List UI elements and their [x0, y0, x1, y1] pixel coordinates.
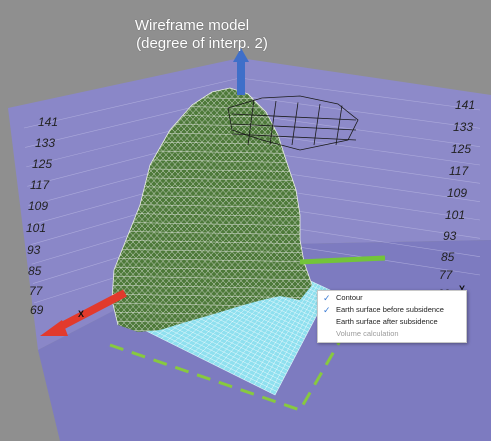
tick-label-right: 125 — [451, 142, 472, 156]
legend-item-label: Contour — [336, 293, 363, 302]
tick-label-left: 125 — [32, 157, 53, 171]
tick-label-left: 141 — [38, 115, 59, 129]
tick-label-left: 77 — [29, 284, 43, 298]
tick-label-right: 85 — [441, 250, 455, 264]
tick-label-right: 141 — [455, 98, 476, 112]
chart-subtitle: (degree of interp. 2) — [136, 35, 268, 52]
z-axis-arrow — [233, 48, 249, 62]
tick-label-right: 109 — [447, 186, 468, 200]
x-axis — [56, 289, 127, 332]
tick-label-left: 85 — [28, 264, 42, 278]
check-icon: ✓ — [323, 305, 331, 315]
tick-label-right: 117 — [449, 164, 469, 178]
terrain-outline — [111, 87, 313, 326]
tick-label-left: 69 — [30, 303, 44, 317]
legend-item: Volume calculation — [318, 328, 466, 340]
legend-item[interactable]: ✓ Earth surface before subsidence — [318, 304, 466, 316]
x-axis-label: X — [78, 309, 85, 319]
tick-label-left: 101 — [26, 221, 47, 235]
tick-label-right: 133 — [453, 120, 474, 134]
legend-item[interactable]: ✓ Contour — [318, 292, 466, 304]
x-axis-arrow — [40, 320, 68, 336]
right-wall — [240, 58, 491, 245]
tick-label-left: 117 — [30, 178, 50, 192]
tick-label-left: 93 — [27, 243, 41, 257]
legend-item-label: Earth surface before subsidence — [336, 305, 444, 314]
legend-item-label: Earth surface after subsidence — [336, 317, 438, 326]
contour-wire-patch — [227, 95, 359, 151]
tick-label-left: 133 — [35, 136, 56, 150]
legend-item[interactable]: Earth surface after subsidence — [318, 316, 466, 328]
tick-label-right: 101 — [445, 208, 466, 222]
tick-label-left: 109 — [28, 199, 49, 213]
layer-legend[interactable]: ✓ Contour ✓ Earth surface before subsidence… — [317, 290, 467, 343]
chart-title: Wireframe model — [134, 17, 250, 34]
y-axis — [299, 255, 386, 265]
check-icon: ✓ — [323, 293, 331, 303]
tick-label-right: 77 — [439, 268, 453, 282]
legend-item-label: Volume calculation — [336, 329, 399, 338]
tick-label-right: 93 — [443, 229, 457, 243]
y-axis-label: Y — [459, 284, 466, 294]
